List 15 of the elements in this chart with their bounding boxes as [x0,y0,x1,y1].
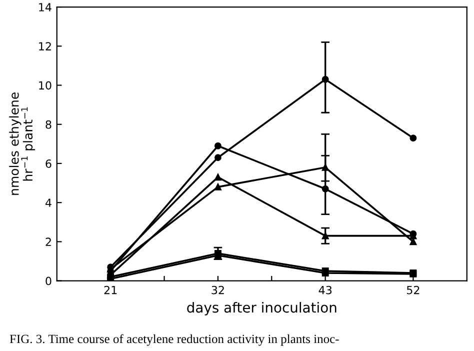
y-tick-label: 10 [39,81,52,90]
y-tick-label: 4 [45,198,52,207]
y-tick-label: 14 [39,3,52,12]
y-tick-label: 0 [46,276,52,286]
x-tick-label: 43 [318,286,332,294]
y-tick-label: 8 [46,120,52,129]
x-tick-label: 21 [104,286,117,294]
x-tick-label: 32 [212,286,224,294]
y-tick-label: 2 [46,238,51,246]
y-tick-label: 12 [39,42,51,50]
x-tick-label: 52 [406,286,420,294]
y-tick-label: 6 [46,159,52,168]
x-axis-title: days after inoculation [187,302,336,316]
caption: FIG. 3. Time course of acetylene reduction activity in plants inoc- [10,334,339,346]
y-axis-title: nmoles ethylene hr$^{−1}$ plant$^{−1}$ [9,92,35,195]
